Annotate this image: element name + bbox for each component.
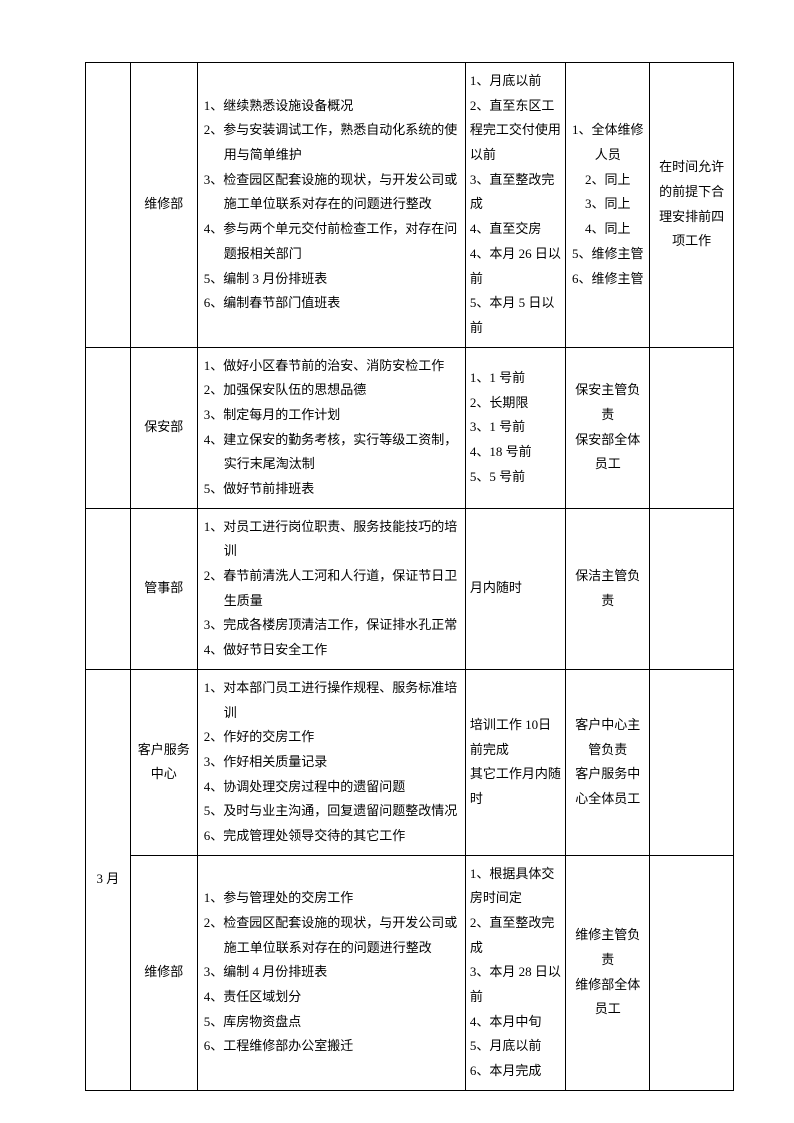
owner-text: 1、全体维修人员2、同上3、同上4、同上5、维修主管6、维修主管 bbox=[570, 118, 645, 291]
task-item: 1、继续熟悉设施设备概况 bbox=[204, 94, 461, 119]
tasks-cell: 1、继续熟悉设施设备概况2、参与安装调试工作，熟悉自动化系统的使用与简单维护3、… bbox=[197, 63, 465, 348]
tasks-cell: 1、参与管理处的交房工作2、检查园区配套设施的现状，与开发公司或施工单位联系对存… bbox=[197, 855, 465, 1090]
deadline-text: 培训工作 10日前完成其它工作月内随时 bbox=[470, 713, 562, 812]
owner-text: 维修主管负责维修部全体员工 bbox=[570, 923, 645, 1022]
task-item: 4、建立保安的勤务考核，实行等级工资制，实行末尾淘汰制 bbox=[204, 428, 461, 477]
owner-text: 保洁主管负责 bbox=[570, 564, 645, 613]
deadline-cell: 1、月底以前2、直至东区工程完工交付使用以前3、直至整改完成4、直至交房4、本月… bbox=[465, 63, 566, 348]
task-item: 2、参与安装调试工作，熟悉自动化系统的使用与简单维护 bbox=[204, 118, 461, 167]
month-cell: 3 月 bbox=[86, 669, 131, 1090]
dept-cell: 维修部 bbox=[130, 63, 197, 348]
owner-text: 保安主管负责保安部全体员工 bbox=[570, 378, 645, 477]
table-row: 保安部1、做好小区春节前的治安、消防安检工作2、加强保安队伍的思想品德3、制定每… bbox=[86, 347, 734, 508]
month-cell bbox=[86, 508, 131, 669]
deadline-text: 1、1 号前2、长期限3、1 号前4、18 号前5、5 号前 bbox=[470, 366, 562, 489]
task-item: 2、检查园区配套设施的现状，与开发公司或施工单位联系对存在的问题进行整改 bbox=[204, 911, 461, 960]
task-item: 6、完成管理处领导交待的其它工作 bbox=[204, 824, 461, 849]
table-row: 维修部1、参与管理处的交房工作2、检查园区配套设施的现状，与开发公司或施工单位联… bbox=[86, 855, 734, 1090]
task-item: 1、做好小区春节前的治安、消防安检工作 bbox=[204, 354, 461, 379]
task-item: 3、作好相关质量记录 bbox=[204, 750, 461, 775]
task-item: 5、编制 3 月份排班表 bbox=[204, 267, 461, 292]
tasks-cell: 1、对员工进行岗位职责、服务技能技巧的培训2、春节前清洗人工河和人行道，保证节日… bbox=[197, 508, 465, 669]
owner-cell: 保洁主管负责 bbox=[566, 508, 650, 669]
tasks-cell: 1、做好小区春节前的治安、消防安检工作2、加强保安队伍的思想品德3、制定每月的工… bbox=[197, 347, 465, 508]
table-row: 维修部1、继续熟悉设施设备概况2、参与安装调试工作，熟悉自动化系统的使用与简单维… bbox=[86, 63, 734, 348]
deadline-cell: 1、根据具体交房时间定2、直至整改完成3、本月 28 日以前4、本月中旬5、月底… bbox=[465, 855, 566, 1090]
task-item: 4、协调处理交房过程中的遗留问题 bbox=[204, 775, 461, 800]
task-item: 1、参与管理处的交房工作 bbox=[204, 886, 461, 911]
task-item: 3、检查园区配套设施的现状，与开发公司或施工单位联系对存在的问题进行整改 bbox=[204, 168, 461, 217]
task-item: 3、编制 4 月份排班表 bbox=[204, 960, 461, 985]
task-item: 6、工程维修部办公室搬迁 bbox=[204, 1034, 461, 1059]
task-item: 2、春节前清洗人工河和人行道，保证节日卫生质量 bbox=[204, 564, 461, 613]
task-item: 4、做好节日安全工作 bbox=[204, 638, 461, 663]
note-text: 在时间允许的前提下合理安排前四项工作 bbox=[654, 155, 729, 254]
deadline-cell: 培训工作 10日前完成其它工作月内随时 bbox=[465, 669, 566, 855]
owner-cell: 客户中心主管负责客户服务中心全体员工 bbox=[566, 669, 650, 855]
deadline-text: 1、月底以前2、直至东区工程完工交付使用以前3、直至整改完成4、直至交房4、本月… bbox=[470, 69, 562, 341]
dept-cell: 管事部 bbox=[130, 508, 197, 669]
task-item: 1、对员工进行岗位职责、服务技能技巧的培训 bbox=[204, 515, 461, 564]
dept-cell: 维修部 bbox=[130, 855, 197, 1090]
work-plan-table: 维修部1、继续熟悉设施设备概况2、参与安装调试工作，熟悉自动化系统的使用与简单维… bbox=[85, 62, 734, 1091]
note-cell: 在时间允许的前提下合理安排前四项工作 bbox=[650, 63, 734, 348]
table-row: 3 月客户服务中心1、对本部门员工进行操作规程、服务标准培训2、作好的交房工作3… bbox=[86, 669, 734, 855]
deadline-text: 1、根据具体交房时间定2、直至整改完成3、本月 28 日以前4、本月中旬5、月底… bbox=[470, 862, 562, 1084]
owner-cell: 保安主管负责保安部全体员工 bbox=[566, 347, 650, 508]
owner-cell: 维修主管负责维修部全体员工 bbox=[566, 855, 650, 1090]
note-cell bbox=[650, 347, 734, 508]
deadline-text: 月内随时 bbox=[470, 576, 562, 601]
deadline-cell: 月内随时 bbox=[465, 508, 566, 669]
owner-cell: 1、全体维修人员2、同上3、同上4、同上5、维修主管6、维修主管 bbox=[566, 63, 650, 348]
task-item: 5、及时与业主沟通，回复遗留问题整改情况 bbox=[204, 799, 461, 824]
task-item: 2、加强保安队伍的思想品德 bbox=[204, 378, 461, 403]
note-cell bbox=[650, 855, 734, 1090]
table-row: 管事部1、对员工进行岗位职责、服务技能技巧的培训2、春节前清洗人工河和人行道，保… bbox=[86, 508, 734, 669]
dept-cell: 保安部 bbox=[130, 347, 197, 508]
note-cell bbox=[650, 669, 734, 855]
deadline-cell: 1、1 号前2、长期限3、1 号前4、18 号前5、5 号前 bbox=[465, 347, 566, 508]
tasks-cell: 1、对本部门员工进行操作规程、服务标准培训2、作好的交房工作3、作好相关质量记录… bbox=[197, 669, 465, 855]
task-item: 2、作好的交房工作 bbox=[204, 725, 461, 750]
task-item: 3、制定每月的工作计划 bbox=[204, 403, 461, 428]
task-item: 3、完成各楼房顶清洁工作，保证排水孔正常 bbox=[204, 613, 461, 638]
note-cell bbox=[650, 508, 734, 669]
task-item: 5、库房物资盘点 bbox=[204, 1010, 461, 1035]
month-cell bbox=[86, 347, 131, 508]
task-item: 4、责任区域划分 bbox=[204, 985, 461, 1010]
task-item: 4、参与两个单元交付前检查工作，对存在问题报相关部门 bbox=[204, 217, 461, 266]
task-item: 1、对本部门员工进行操作规程、服务标准培训 bbox=[204, 676, 461, 725]
month-cell bbox=[86, 63, 131, 348]
task-item: 5、做好节前排班表 bbox=[204, 477, 461, 502]
dept-cell: 客户服务中心 bbox=[130, 669, 197, 855]
owner-text: 客户中心主管负责客户服务中心全体员工 bbox=[570, 713, 645, 812]
task-item: 6、编制春节部门值班表 bbox=[204, 291, 461, 316]
